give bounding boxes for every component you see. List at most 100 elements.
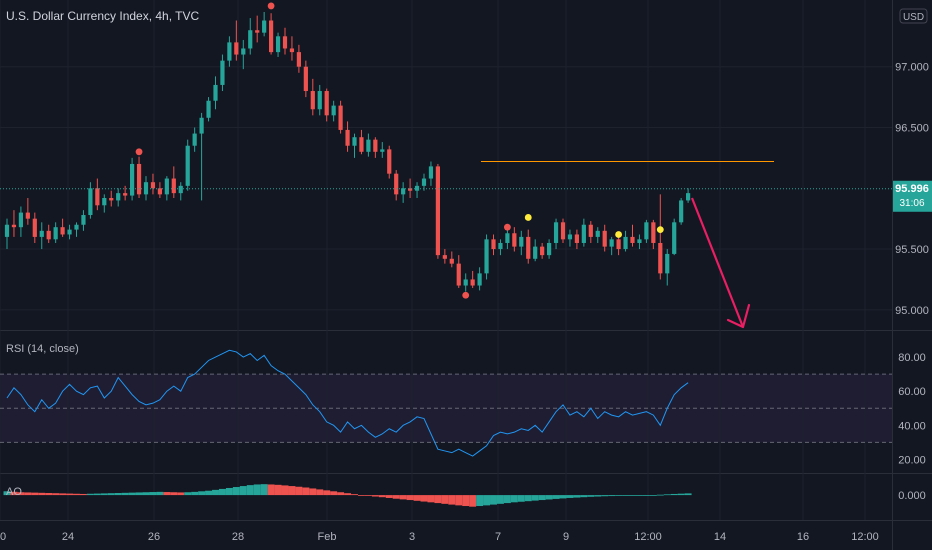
price-pane[interactable] — [0, 2, 892, 299]
ao-bar — [510, 495, 518, 503]
candle-up — [116, 193, 121, 201]
candle-up — [143, 182, 149, 195]
ao-bar — [615, 495, 623, 496]
candle-up — [192, 133, 197, 146]
candle-up — [248, 30, 253, 49]
time-tick-label: 9 — [563, 531, 569, 543]
ao-pane[interactable] — [3, 484, 692, 507]
candle-up — [686, 193, 691, 201]
ao-bar — [580, 495, 588, 498]
ao-bar — [517, 495, 525, 502]
ao-bar — [531, 495, 539, 501]
candle-up — [4, 224, 10, 237]
candle-up — [262, 20, 267, 33]
candle-down — [491, 239, 496, 250]
ao-bar — [483, 495, 491, 506]
ao-bar — [684, 493, 692, 496]
chart-title: U.S. Dollar Currency Index, 4h, TVC — [6, 9, 200, 23]
candle-down — [602, 230, 607, 247]
ao-bar — [587, 495, 595, 497]
candle-down — [616, 239, 621, 250]
time-tick-label: 12:00 — [634, 531, 662, 543]
time-tick-label: 7 — [495, 531, 501, 543]
candle-up — [421, 178, 427, 186]
ao-bar — [66, 493, 74, 496]
ao-bar — [100, 493, 108, 496]
ao-bar — [281, 485, 289, 496]
candle-up — [595, 230, 600, 237]
candle-up — [553, 222, 559, 243]
candle-down — [651, 222, 656, 243]
ao-bar — [434, 495, 442, 504]
candle-up — [81, 215, 86, 225]
down-arrow-annotation[interactable] — [690, 197, 751, 329]
ao-bar — [670, 493, 678, 496]
candle-down — [512, 233, 517, 247]
ao-bar — [218, 488, 226, 496]
ao-tick-label: 0.000 — [898, 490, 926, 502]
axis-labels: 00 24 26 28 Feb 3 7 9 12:00 14 16 12:00 97.000 96.500… — [0, 62, 929, 543]
ao-title: AO — [6, 486, 22, 498]
ao-bar — [17, 492, 25, 496]
candle-up — [644, 222, 649, 240]
ao-bar — [93, 493, 101, 496]
time-tick-label: 26 — [148, 531, 160, 543]
ao-bar — [170, 492, 178, 496]
candle-up — [672, 222, 677, 254]
ao-bar — [79, 493, 87, 496]
candle-down — [526, 236, 531, 259]
ao-bar — [357, 495, 365, 496]
candle-down — [32, 218, 37, 237]
candle-down — [60, 227, 65, 235]
ao-bar — [413, 495, 421, 501]
currency-badge[interactable]: USD — [899, 8, 928, 24]
ao-bar — [212, 489, 219, 496]
ao-bar — [524, 495, 532, 502]
ao-bar — [427, 495, 435, 503]
candle-up — [275, 36, 281, 53]
candle-up — [567, 234, 573, 240]
rsi-line — [6, 349, 689, 457]
ao-bar — [295, 486, 303, 496]
ao-bar — [274, 484, 282, 496]
ao-bar — [344, 493, 352, 496]
time-tick-label: 28 — [232, 531, 244, 543]
candle-up — [366, 139, 371, 152]
candle-up — [74, 224, 79, 230]
candle-down — [408, 188, 413, 191]
candle-up — [164, 178, 169, 195]
ao-bar — [378, 495, 386, 498]
ao-bar — [38, 492, 46, 496]
rsi-pane[interactable] — [6, 349, 689, 457]
ao-bar — [642, 495, 650, 496]
rsi-tick-label: 60.00 — [898, 386, 926, 398]
time-tick-label: 3 — [409, 531, 415, 543]
time-tick-label: 00 — [0, 531, 6, 543]
candle-down — [658, 242, 663, 274]
ao-bar — [288, 486, 296, 496]
ao-bar — [205, 490, 213, 496]
ao-bar — [330, 491, 338, 496]
candle-up — [317, 91, 322, 110]
price-tick-label: 96.500 — [895, 122, 929, 134]
candle-up — [505, 233, 510, 243]
candle-up — [484, 239, 489, 274]
candle-down — [46, 230, 51, 240]
candle-up — [609, 239, 614, 247]
ao-bar — [142, 492, 150, 496]
ao-bar — [608, 495, 616, 497]
ao-bar — [260, 484, 268, 496]
candle-down — [289, 48, 295, 53]
candle-up — [39, 230, 44, 237]
ao-bar — [462, 495, 470, 507]
price-tick-label: 97.000 — [895, 62, 929, 74]
ao-bar — [677, 493, 685, 496]
ao-bar — [490, 495, 497, 505]
candle-down — [95, 188, 100, 206]
candle-down — [150, 182, 156, 189]
time-tick-label: 12:00 — [851, 531, 879, 543]
ao-bar — [622, 495, 630, 496]
ao-bar — [371, 495, 379, 497]
candle-down — [303, 66, 308, 92]
